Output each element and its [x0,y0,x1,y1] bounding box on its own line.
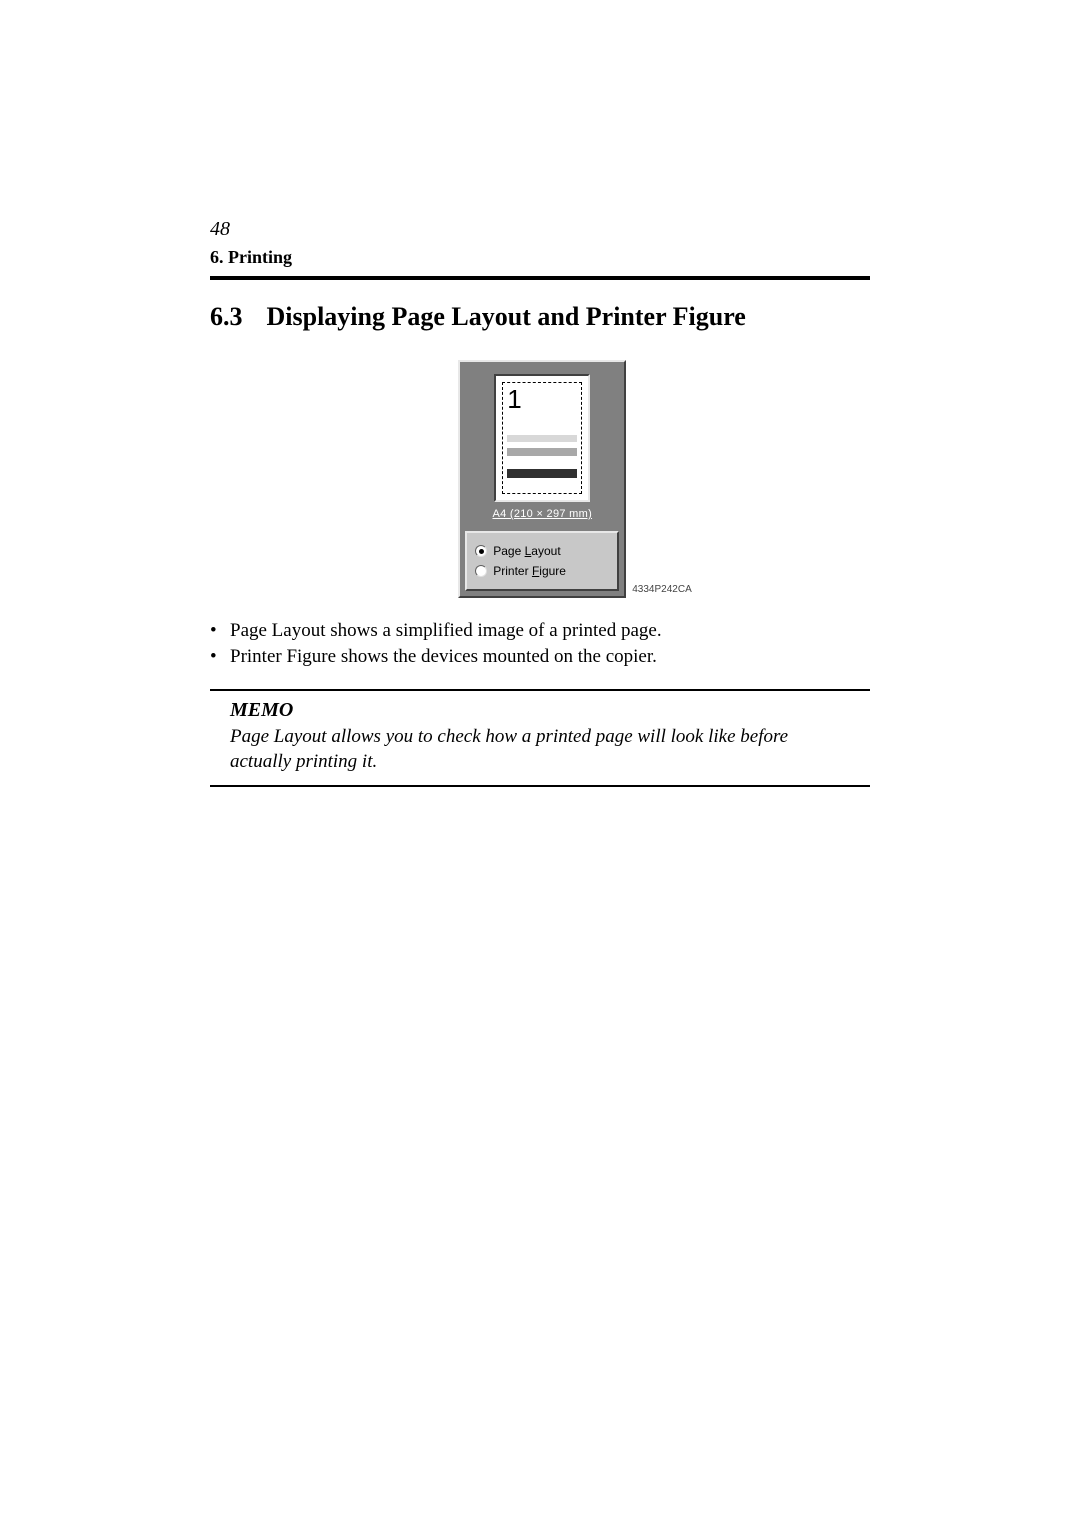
header-rule [210,276,870,280]
radio-label: Page Layout [493,544,560,558]
radio-printer-figure[interactable]: Printer Figure [475,561,609,581]
dialog-panel: 1 A4 (210 × 297 mm) Page Layout Printer … [458,360,626,598]
radio-label: Printer Figure [493,564,566,578]
radio-icon [475,565,487,577]
thumbnail-page-number: 1 [507,384,521,415]
bullet-text: Page Layout shows a simplified image of … [230,618,662,644]
radio-page-layout[interactable]: Page Layout [475,541,609,561]
figure-code: 4334P242CA [632,584,692,598]
section-number: 6.3 [210,302,243,332]
chapter-header: 6. Printing [210,247,870,274]
radio-icon [475,545,487,557]
memo-rule-top [210,689,870,691]
radio-group: Page Layout Printer Figure [465,531,619,591]
memo-rule-bottom [210,785,870,787]
section-title: Displaying Page Layout and Printer Figur… [267,302,746,332]
page-thumbnail: 1 [494,374,590,502]
bullet-item: • Printer Figure shows the devices mount… [210,644,870,670]
bullet-item: • Page Layout shows a simplified image o… [210,618,870,644]
page-thumbnail-inner: 1 [502,382,582,494]
memo-block: MEMO Page Layout allows you to check how… [210,699,870,775]
section-heading: 6.3 Displaying Page Layout and Printer F… [210,302,870,332]
bullet-list: • Page Layout shows a simplified image o… [210,618,870,669]
thumb-line [507,469,577,478]
thumb-line [507,435,577,442]
bullet-icon: • [210,644,226,670]
thumb-line [507,448,577,456]
bullet-icon: • [210,618,226,644]
memo-title: MEMO [230,699,850,722]
preview-area: 1 A4 (210 × 297 mm) [460,362,624,526]
page-number: 48 [210,218,870,241]
bullet-text: Printer Figure shows the devices mounted… [230,644,657,670]
figure: 1 A4 (210 × 297 mm) Page Layout Printer … [280,360,870,598]
paper-size-label: A4 (210 × 297 mm) [492,508,592,520]
memo-text: Page Layout allows you to check how a pr… [230,724,850,775]
